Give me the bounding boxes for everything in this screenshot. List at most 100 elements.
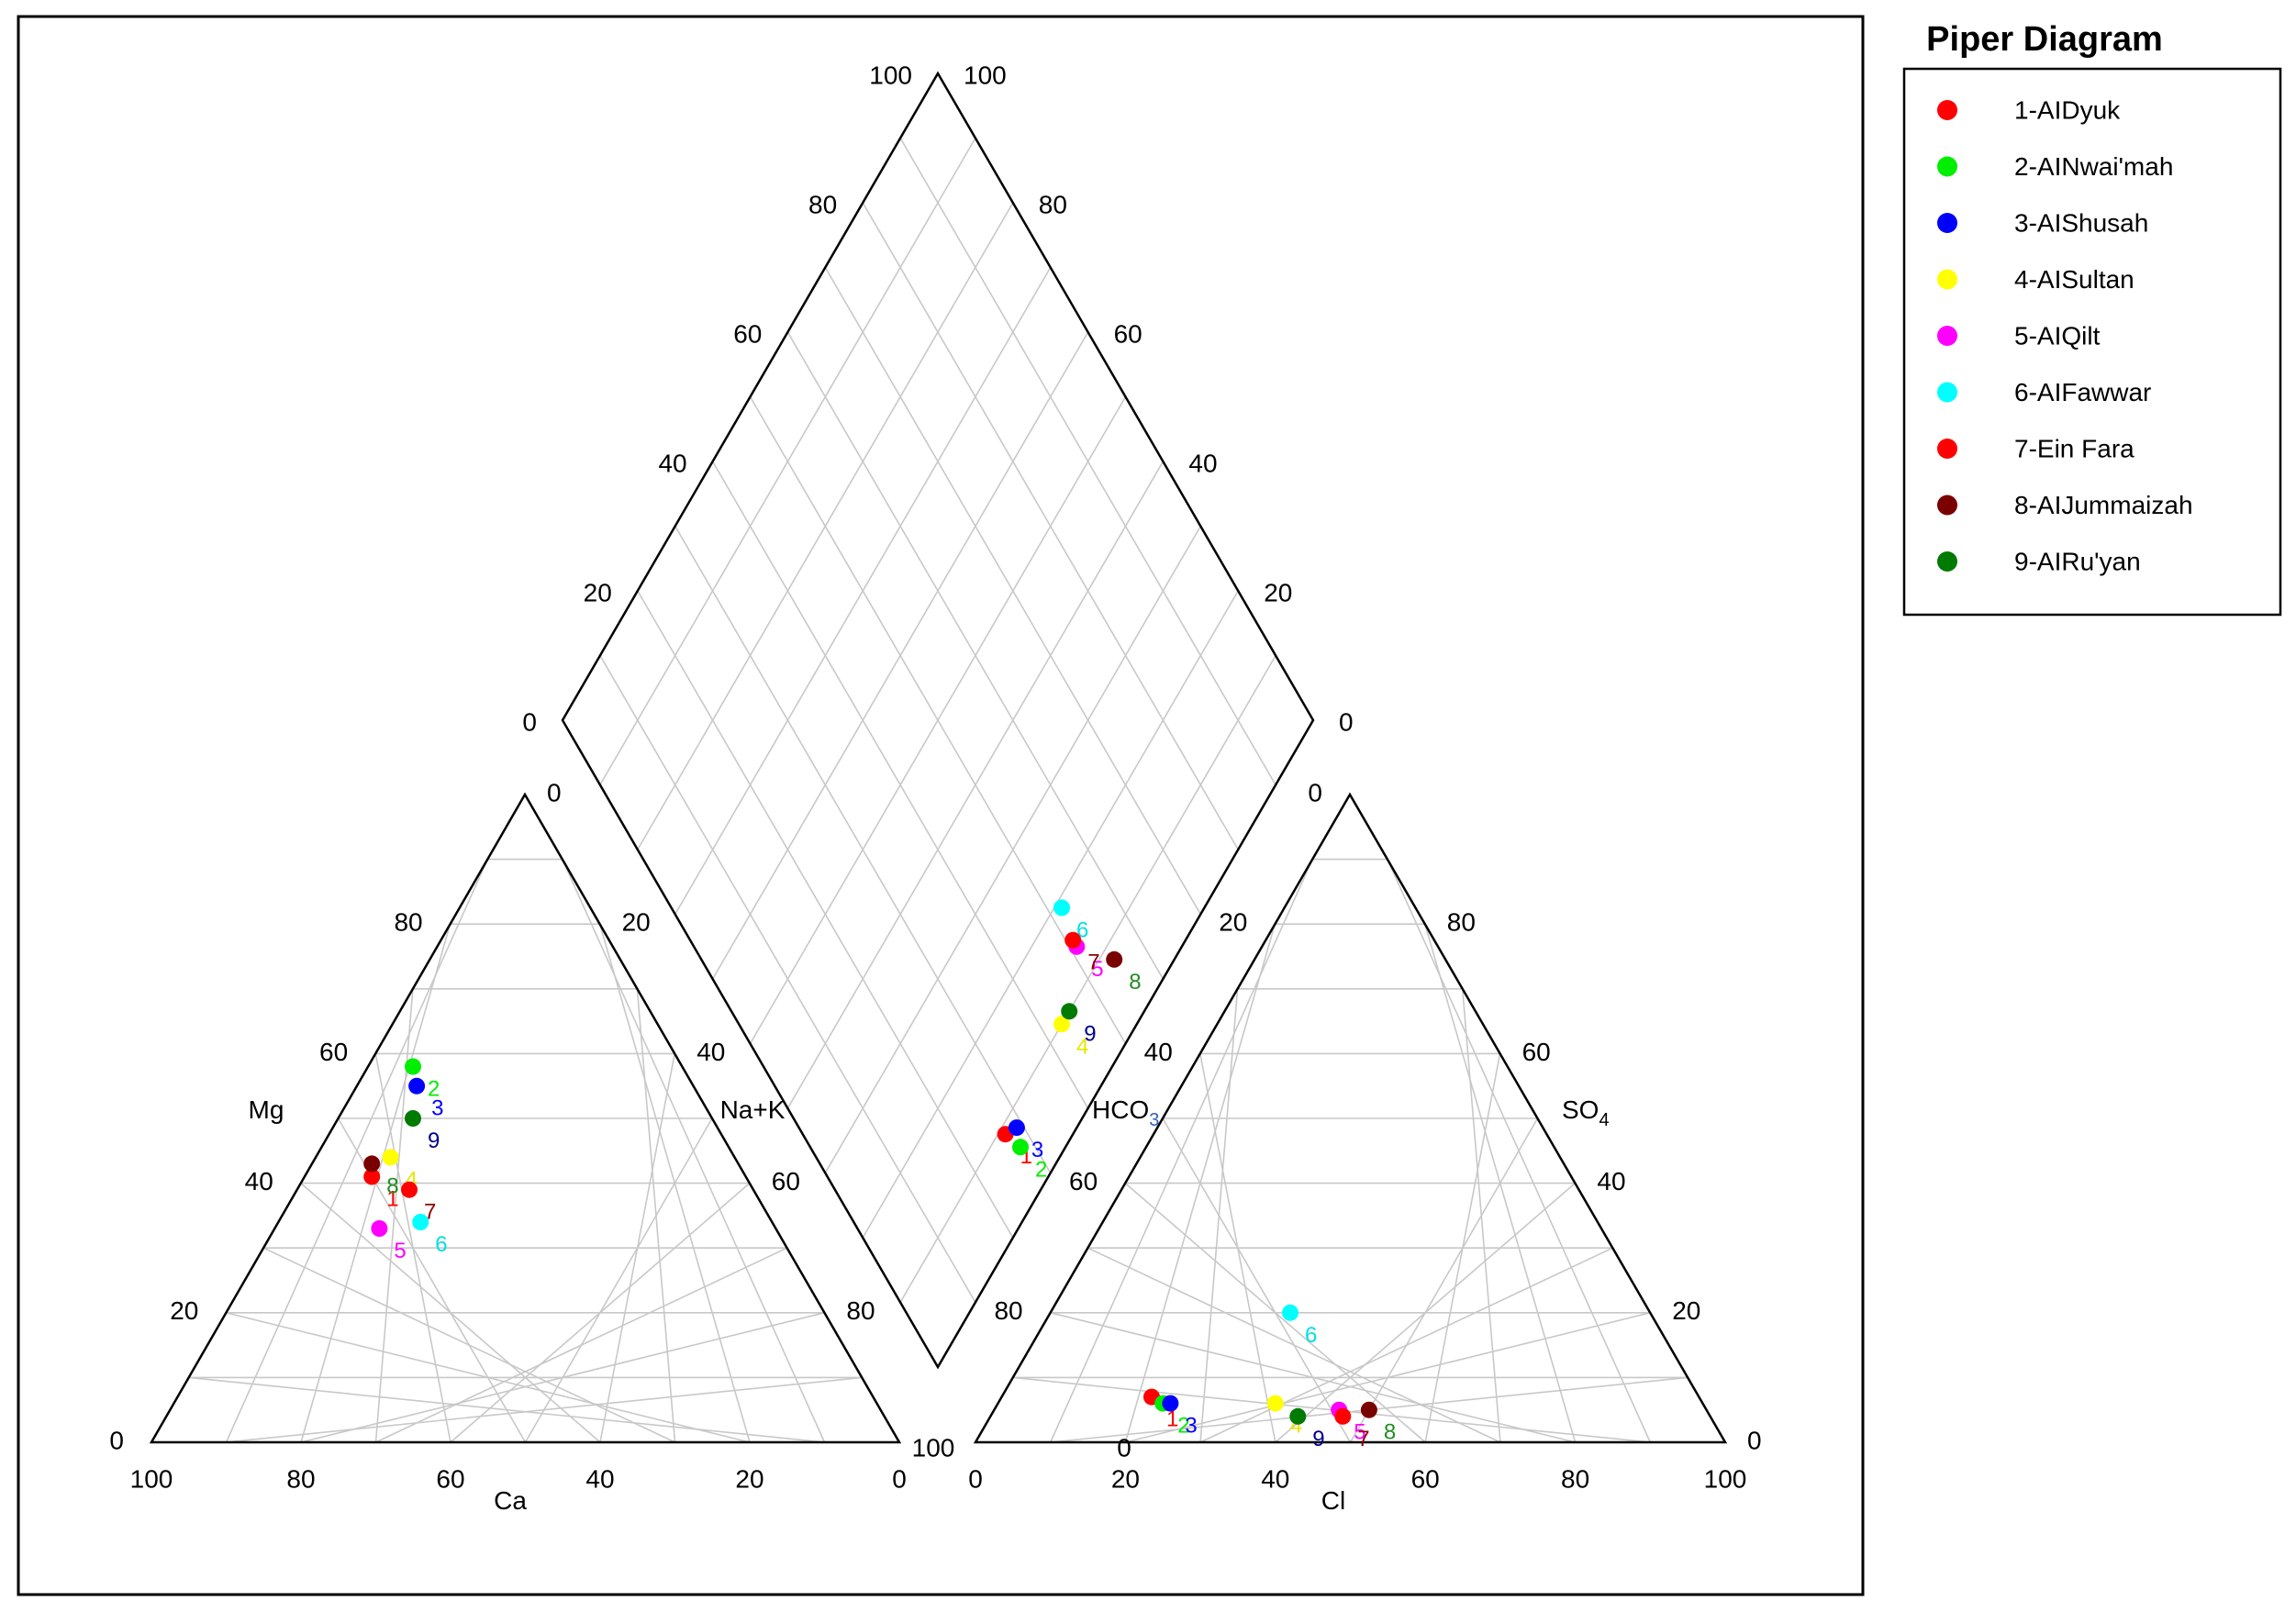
anion-grid-line — [1424, 1053, 1501, 1443]
cation-point-9 — [405, 1110, 421, 1127]
anion-point-label-8: 8 — [1384, 1420, 1396, 1445]
anion-bottom-tick: 0 — [1117, 1433, 1131, 1462]
anion-point-label-6: 6 — [1305, 1323, 1317, 1348]
cation-point-5 — [371, 1220, 388, 1237]
diamond-point-2 — [1012, 1139, 1029, 1156]
diamond-grid-line — [899, 138, 1276, 785]
diamond-grid-line — [824, 526, 1201, 1173]
anion-right-tick: 60 — [1522, 1038, 1551, 1066]
anion-right-tick: 20 — [1672, 1296, 1700, 1325]
cation-grid-line — [226, 1312, 751, 1443]
diamond-point-4 — [1053, 1016, 1070, 1033]
legend-entry-6: 6-AIFawwar — [2014, 378, 2151, 406]
cation-bottom-tick: 60 — [436, 1464, 464, 1493]
anion-point-label-5: 5 — [1354, 1420, 1365, 1445]
legend-entry-9: 9-AIRu'yan — [2014, 547, 2141, 575]
anion-bottom-tick: 20 — [1111, 1464, 1140, 1493]
cation-point-7 — [401, 1181, 418, 1198]
anion-point-label-3: 3 — [1185, 1414, 1197, 1439]
legend-marker-7 — [1937, 439, 1957, 459]
cation-point-6 — [412, 1214, 429, 1230]
cation-bottom-tick: 0 — [892, 1464, 907, 1493]
anion-grid-line — [1050, 1312, 1576, 1443]
anion-point-label-1: 1 — [1166, 1407, 1178, 1432]
cation-bottom-tick: 100 — [130, 1464, 173, 1493]
diamond-grid-line — [862, 202, 1239, 850]
legend-entry-3: 3-AIShusah — [2014, 208, 2148, 237]
cation-point-label-9: 9 — [428, 1128, 440, 1153]
cation-point-4 — [382, 1149, 399, 1166]
diamond-left-tick: 40 — [658, 449, 686, 477]
cation-point-label-7: 7 — [424, 1200, 436, 1225]
cation-bottom-tick: 80 — [286, 1464, 315, 1493]
diamond-grid-line — [749, 396, 1127, 1044]
anion-point-label-7: 7 — [1357, 1427, 1369, 1451]
diamond-left-tick: 0 — [522, 707, 537, 736]
diamond-grid-line — [899, 655, 1276, 1303]
anion-point-9 — [1289, 1407, 1307, 1425]
cation-point-label-6: 6 — [435, 1232, 447, 1257]
diamond-point-7 — [1064, 931, 1082, 949]
cation-grid-line — [562, 859, 826, 1443]
anion-left-tick: 60 — [1069, 1167, 1098, 1195]
anion-right-tick: 40 — [1597, 1167, 1625, 1195]
anion-point-label-9: 9 — [1312, 1427, 1324, 1451]
cation-left-axis-label: Mg — [249, 1095, 284, 1124]
anion-bottom-axis-label: Cl — [1321, 1486, 1345, 1515]
legend-marker-3 — [1937, 213, 1957, 233]
anion-point-8 — [1360, 1401, 1377, 1418]
anion-grid-line — [1461, 988, 1501, 1443]
diamond-point-3 — [1008, 1119, 1025, 1137]
chart-frame — [17, 15, 1865, 1596]
anion-grid-line — [1162, 1117, 1352, 1443]
diamond-right-tick: 80 — [1039, 190, 1067, 218]
anion-bottom-tick: 0 — [968, 1464, 983, 1493]
cation-point-1 — [363, 1168, 381, 1185]
anion-left-tick: 80 — [994, 1296, 1022, 1325]
diamond-point-8 — [1106, 951, 1123, 968]
cation-grid-line — [524, 1117, 713, 1443]
anion-right-tick: 0 — [1747, 1426, 1762, 1454]
legend-entry-2: 2-AINwai'mah — [2014, 152, 2173, 181]
anion-grid-line — [1124, 1182, 1426, 1443]
anion-left-tick: 40 — [1144, 1038, 1173, 1066]
cation-left-tick: 20 — [170, 1296, 198, 1325]
diamond-point-9 — [1061, 1003, 1078, 1020]
diamond-point-label-7: 7 — [1087, 951, 1099, 975]
diamond-right-tick: 40 — [1188, 449, 1217, 477]
legend-entry-4: 4-AISultan — [2014, 265, 2134, 294]
diamond-right-tick: 60 — [1114, 319, 1142, 348]
cation-left-tick: 40 — [245, 1167, 273, 1195]
cation-grid-line — [188, 1376, 825, 1443]
anion-triangle — [973, 792, 1728, 1444]
legend-title: Piper Diagram — [1926, 20, 2163, 59]
cation-bottom-axis-label: Ca — [494, 1486, 527, 1515]
diamond-point-label-5: 5 — [1091, 957, 1103, 982]
diagram-outlines — [149, 71, 1728, 1444]
anion-point-4 — [1266, 1395, 1284, 1412]
anion-bottom-tick: 80 — [1561, 1464, 1589, 1493]
legend-entry-1: 1-AIDyuk — [2014, 95, 2121, 124]
anion-right-axis-label: SO4 — [1562, 1095, 1610, 1130]
legend-marker-9 — [1937, 551, 1957, 572]
diamond-right-tick: 0 — [1339, 707, 1354, 736]
cation-right-tick: 100 — [912, 1433, 955, 1462]
cation-grid-line — [300, 1182, 601, 1443]
grid-lines — [188, 138, 1689, 1443]
cation-point-label-5: 5 — [394, 1239, 406, 1263]
anion-point-3 — [1162, 1395, 1179, 1412]
anion-grid-line — [1349, 1117, 1539, 1443]
cation-point-label-8: 8 — [386, 1173, 398, 1198]
cation-grid-line — [262, 1247, 675, 1443]
anion-point-7 — [1334, 1407, 1352, 1425]
cation-right-axis-label: Na+K — [720, 1095, 786, 1124]
legend-entry-7: 7-Ein Fara — [2014, 434, 2134, 462]
cation-point-label-1: 1 — [386, 1187, 398, 1212]
cation-left-tick: 60 — [319, 1038, 348, 1066]
legend-marker-5 — [1937, 326, 1957, 346]
cation-right-tick: 40 — [697, 1038, 725, 1066]
cation-point-3 — [408, 1077, 426, 1095]
